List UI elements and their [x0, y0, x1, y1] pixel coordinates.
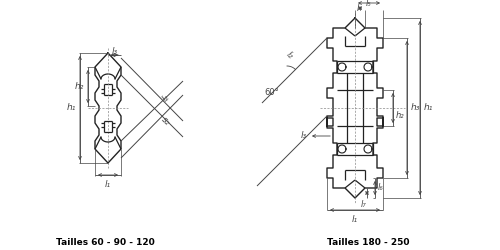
Text: l₁: l₁	[105, 180, 111, 189]
Text: 60°: 60°	[264, 88, 279, 97]
Text: l₇: l₇	[360, 200, 366, 209]
Text: h₁: h₁	[424, 104, 434, 112]
Text: h₁: h₁	[66, 104, 76, 112]
Text: l₆: l₆	[378, 184, 384, 192]
Text: l₅: l₅	[366, 0, 372, 8]
Text: l₃: l₃	[112, 46, 117, 56]
Text: Tailles 60 - 90 - 120: Tailles 60 - 90 - 120	[56, 238, 154, 247]
Text: h₂: h₂	[74, 82, 84, 91]
Text: l₂: l₂	[284, 50, 295, 61]
Text: l₂: l₂	[160, 93, 172, 103]
Text: l₃: l₃	[301, 132, 307, 140]
Text: h₃: h₃	[411, 104, 420, 112]
Text: s₂: s₂	[160, 115, 172, 127]
Text: l₁: l₁	[352, 215, 358, 224]
Text: l₄: l₄	[357, 4, 363, 13]
Text: h₂: h₂	[396, 112, 404, 120]
Text: Tailles 180 - 250: Tailles 180 - 250	[327, 238, 409, 247]
